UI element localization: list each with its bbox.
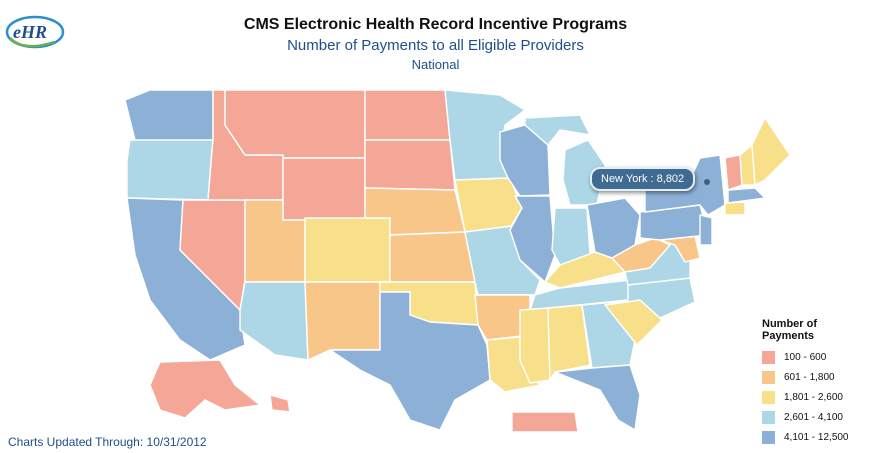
state-washington[interactable] bbox=[124, 89, 214, 146]
state-montana[interactable] bbox=[224, 89, 366, 159]
legend: Number of Payments 100 - 600 601 - 1,800… bbox=[762, 318, 849, 447]
state-new-jersey[interactable] bbox=[699, 214, 713, 246]
state-alabama[interactable] bbox=[547, 304, 591, 381]
state-iowa[interactable] bbox=[454, 177, 523, 233]
state-oregon[interactable] bbox=[126, 139, 214, 201]
legend-title: Number of Payments bbox=[762, 318, 817, 342]
state-michigan[interactable] bbox=[524, 114, 591, 146]
page-subtitle: Number of Payments to all Eligible Provi… bbox=[287, 37, 584, 54]
legend-swatch bbox=[762, 370, 775, 384]
state-mississippi[interactable] bbox=[519, 307, 551, 384]
state-connecticut[interactable] bbox=[724, 201, 746, 216]
state-colorado[interactable] bbox=[304, 217, 391, 283]
legend-swatch bbox=[762, 350, 775, 364]
state-tooltip: New York : 8,802 bbox=[590, 167, 696, 191]
state-new-mexico[interactable] bbox=[304, 281, 381, 361]
legend-swatch bbox=[762, 410, 775, 424]
state-arizona[interactable] bbox=[239, 281, 309, 361]
legend-label: 1,801 - 2,600 bbox=[784, 391, 843, 403]
state-illinois[interactable] bbox=[509, 195, 556, 283]
state-massachusetts[interactable] bbox=[727, 187, 766, 204]
state-texas[interactable] bbox=[329, 291, 491, 431]
state-kansas[interactable] bbox=[389, 231, 476, 283]
legend-label: 4,101 - 12,500 bbox=[784, 431, 849, 443]
state-north-carolina[interactable] bbox=[604, 277, 696, 319]
state-south-dakota[interactable] bbox=[364, 139, 456, 191]
ehr-logo: eHR bbox=[4, 12, 66, 52]
state-hawaii[interactable] bbox=[269, 394, 291, 413]
state-vermont[interactable] bbox=[724, 154, 743, 191]
legend-swatch bbox=[762, 430, 775, 444]
legend-item: 2,601 - 4,100 bbox=[762, 407, 849, 427]
legend-swatch bbox=[762, 390, 775, 404]
legend-item: 601 - 1,800 bbox=[762, 367, 849, 387]
legend-item: 4,101 - 12,500 bbox=[762, 427, 849, 447]
legend-item: 100 - 600 bbox=[762, 347, 849, 367]
state-maine[interactable] bbox=[751, 117, 791, 186]
new-york-marker bbox=[704, 179, 710, 185]
state-wyoming[interactable] bbox=[282, 157, 366, 221]
state-alaska[interactable] bbox=[149, 359, 261, 419]
charts-updated-note: Charts Updated Through: 10/31/2012 bbox=[8, 435, 207, 449]
territory-puerto-rico[interactable] bbox=[511, 411, 579, 433]
legend-label: 601 - 1,800 bbox=[784, 371, 835, 383]
legend-item: 1,801 - 2,600 bbox=[762, 387, 849, 407]
logo-text: eHR bbox=[13, 22, 47, 42]
legend-label: 100 - 600 bbox=[784, 351, 827, 363]
state-florida[interactable] bbox=[554, 364, 641, 431]
page-title: CMS Electronic Health Record Incentive P… bbox=[243, 16, 628, 33]
state-north-dakota[interactable] bbox=[364, 89, 451, 141]
legend-label: 2,601 - 4,100 bbox=[784, 411, 843, 423]
region-label: National bbox=[411, 57, 460, 72]
